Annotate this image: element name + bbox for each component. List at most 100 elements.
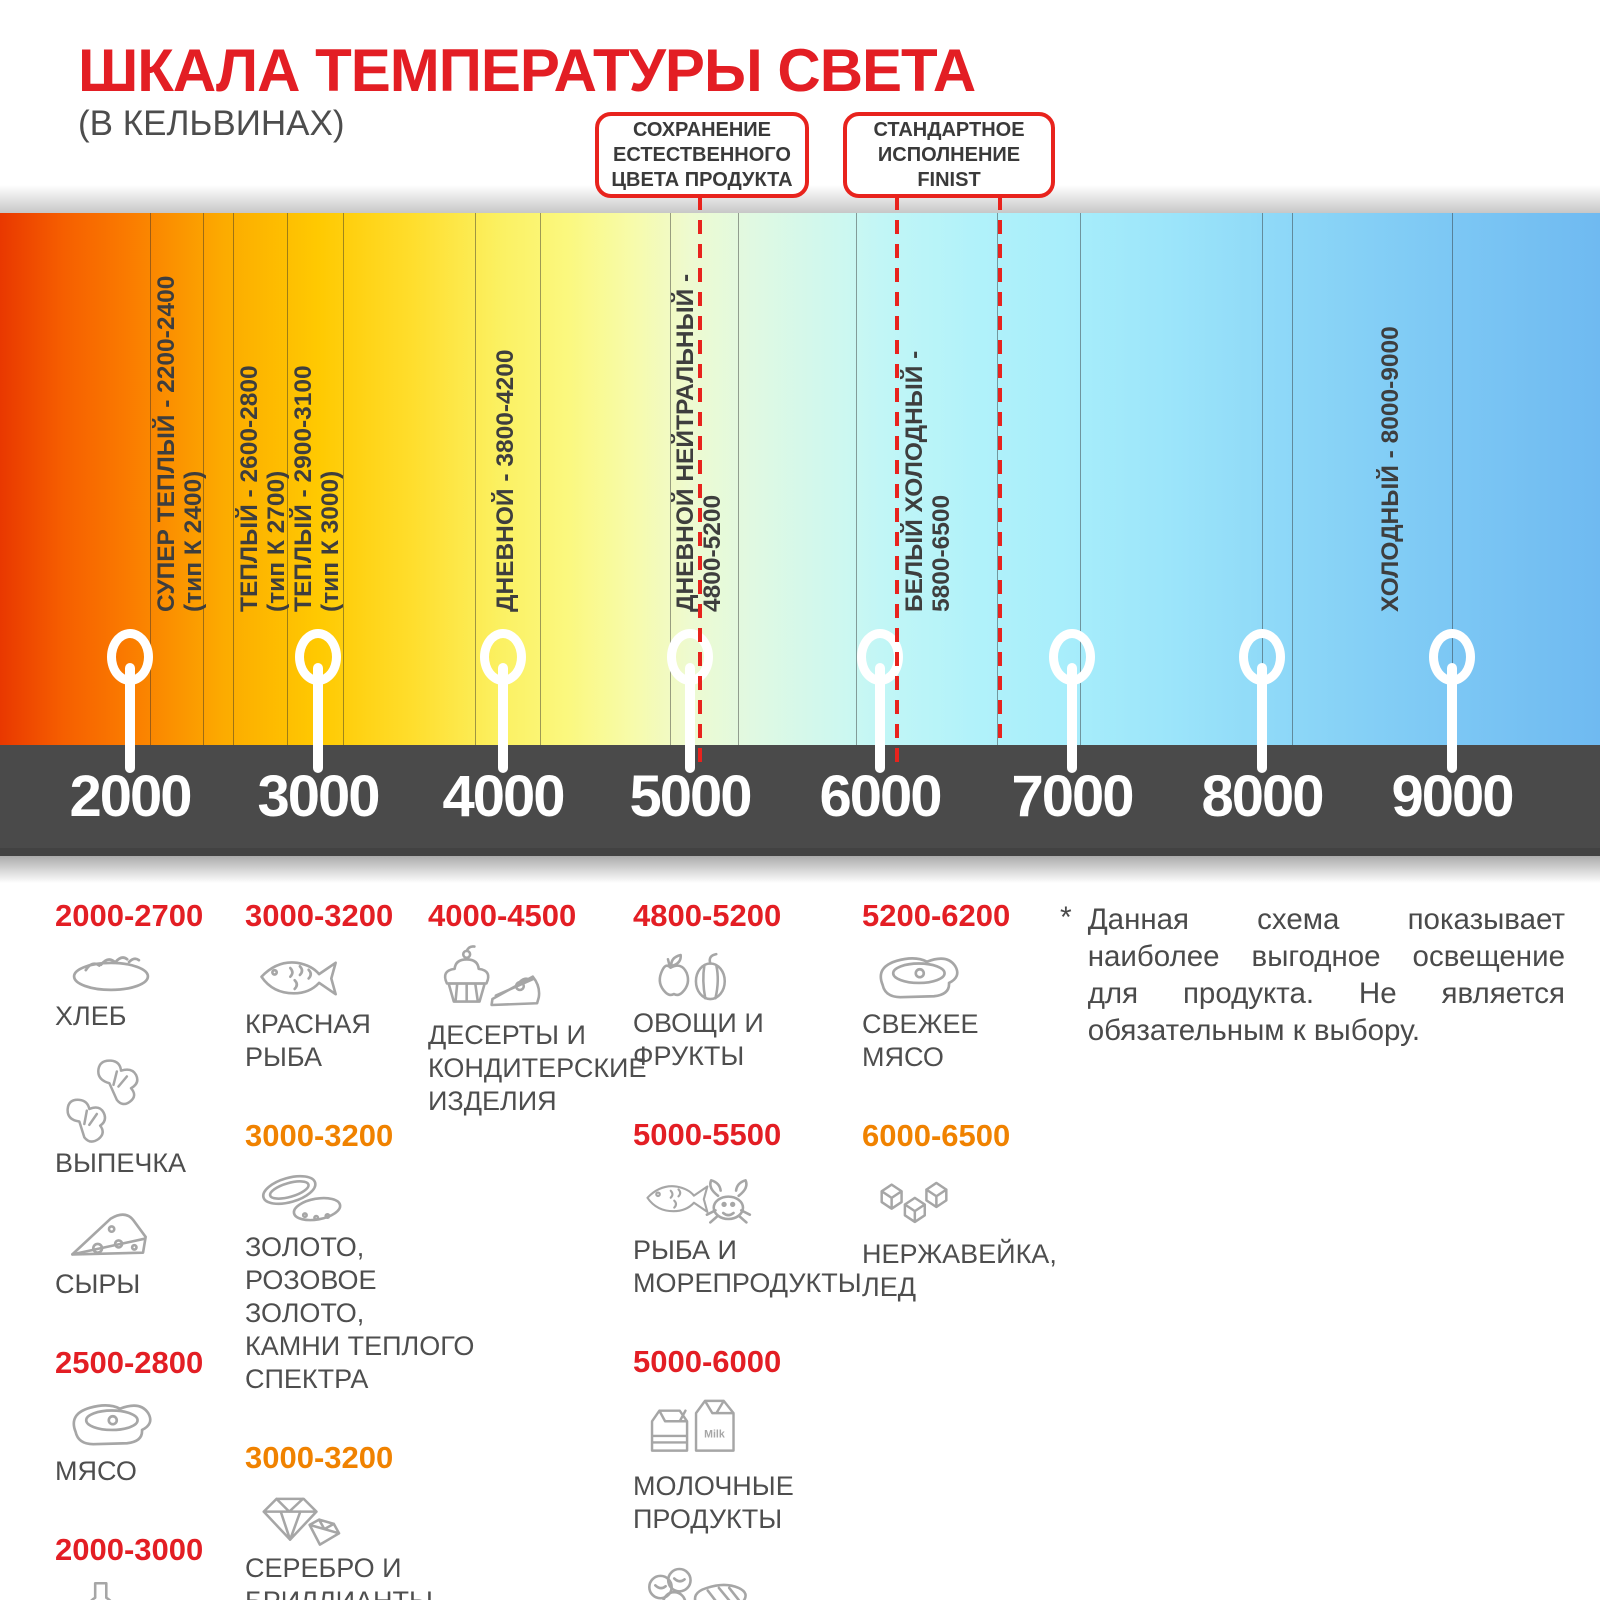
pin-stem-7000 — [1067, 663, 1077, 773]
zone-label-white-cold: БЕЛЫЙ ХОЛОДНЫЙ -5800-6500 — [901, 350, 955, 612]
vegetables-fruits-icon — [658, 952, 727, 1001]
alcohol-icon — [90, 1581, 112, 1600]
dairy-icon: Milk — [650, 1399, 735, 1452]
legend-item: 5000-6000 Milk МОЛОЧНЫЕ ПРОДУКТЫ — [633, 1344, 943, 1536]
desserts-icon — [443, 945, 541, 1007]
product-label: МОЛОЧНЫЕ ПРОДУКТЫ — [633, 1471, 794, 1534]
range-label: 3000-3200 — [245, 898, 394, 933]
legend-item: 5200-6200 СВЕЖЕЕ МЯСО — [862, 898, 1082, 1074]
product-label: ВЫПЕЧКА — [55, 1148, 187, 1178]
range-label: 3000-3200 — [245, 1440, 394, 1475]
tick-8000: 8000 — [1201, 764, 1324, 829]
range-label: 2500-2800 — [55, 1345, 204, 1380]
product-label: ОВОЩИ И ФРУКТЫ — [633, 1008, 764, 1071]
callout-finist-standard: СТАНДАРТНОЕ ИСПОЛНЕНИЕ FINIST — [843, 112, 1055, 198]
gridline — [997, 213, 998, 745]
pin-stem-8000 — [1257, 663, 1267, 773]
legend-item: 3000-3200 ЗОЛОТО, РОЗОВОЕ ЗОЛОТО, КАМНИ … — [245, 1118, 485, 1396]
zone-label-warm-3000: ТЕПЛЫЙ - 2900-3100 (тип К 3000) — [290, 365, 344, 612]
kelvin-axis-bar — [0, 745, 1600, 856]
product-label: КРАСНАЯ РЫБА — [245, 1009, 371, 1072]
pin-stem-6000 — [875, 663, 885, 773]
legend-column-1: 2000-2700 ХЛЕБ ВЫПЕЧКА СЫРЫ — [55, 898, 240, 1600]
range-label: 5200-6200 — [862, 898, 1011, 933]
asterisk-mark: * — [1060, 901, 1072, 934]
range-label: 6000-6500 — [862, 1118, 1011, 1153]
tick-2000: 2000 — [69, 764, 192, 829]
callout-natural-color: СОХРАНЕНИЕ ЕСТЕСТВЕННОГО ЦВЕТА ПРОДУКТА — [595, 112, 809, 198]
pin-stem-3000 — [313, 663, 323, 773]
gridline — [1292, 213, 1293, 745]
zone-label-daylight: ДНЕВНОЙ - 3800-4200 — [492, 349, 519, 612]
footnote: * Данная схема показывает наиболее выгод… — [1060, 901, 1565, 1049]
range-label: 3000-3200 — [245, 1118, 394, 1153]
gridline — [856, 213, 857, 745]
tick-9000: 9000 — [1391, 764, 1514, 829]
gridline — [233, 213, 234, 745]
product-label: ДЕСЕРТЫ И КОНДИТЕРСКИЕ ИЗДЕЛИЯ — [428, 1020, 647, 1116]
product-label: ЗОЛОТО, РОЗОВОЕ ЗОЛОТО, КАМНИ ТЕПЛОГО СП… — [245, 1232, 475, 1394]
ice-icon — [880, 1181, 948, 1224]
gridline — [343, 213, 344, 745]
pin-stem-2000 — [125, 663, 135, 773]
legend-column-5: 5200-6200 СВЕЖЕЕ МЯСО 6000-6500 НЕРЖАВЕЙ… — [862, 898, 1082, 1308]
product-label: СВЕЖЕЕ МЯСО — [862, 1009, 979, 1072]
pin-stem-9000 — [1447, 663, 1457, 773]
legend-column-2: 3000-3200 КРАСНАЯ РЫБА 3000-3200 ЗОЛОТО,… — [245, 898, 485, 1600]
tick-5000: 5000 — [629, 764, 752, 829]
dashed-connector-5000 — [698, 196, 702, 768]
pin-stem-4000 — [498, 663, 508, 773]
legend-item: 2000-2700 ХЛЕБ — [55, 898, 240, 1033]
dashed-connector-6000 — [895, 196, 899, 768]
legend-item: 6000-6500 НЕРЖАВЕЙКА, ЛЕД — [862, 1118, 1082, 1304]
legend-column-3: 4000-4500 ДЕСЕРТЫ И КОНДИТЕРСКИЕ ИЗДЕЛИЯ — [428, 898, 647, 1122]
range-label: 2000-2700 — [55, 898, 204, 933]
temperature-gradient-band — [0, 213, 1600, 745]
legend-column-4: 4800-5200 ОВОЩИ И ФРУКТЫ 5000-5500 — [633, 898, 943, 1600]
legend-item: 2000-3000 АКОГОЛЬ — [55, 1532, 240, 1600]
legend-item: 3000-3200 КРАСНАЯ РЫБА — [245, 898, 485, 1074]
page-subtitle: (В КЕЛЬВИНАХ) — [78, 104, 345, 143]
product-label: СЫРЫ — [55, 1269, 141, 1299]
legend-item: 5000-5500 РЫБА И МОРЕПРОДУКТЫ — [633, 1117, 943, 1300]
legend-item: ВЫПЕЧКА — [55, 1053, 240, 1180]
zone-label-super-warm: СУПЕР ТЕПЛЫЙ - 2200-2400 (тип К 2400) — [153, 275, 207, 612]
product-label: РЫБА И МОРЕПРОДУКТЫ — [633, 1235, 862, 1298]
red-fish-icon — [260, 961, 337, 996]
product-label: СЕРЕБРО И БРИЛЛИАНТЫ — [245, 1553, 433, 1600]
gridline — [540, 213, 541, 745]
tick-7000: 7000 — [1011, 764, 1134, 829]
product-label: МЯСО — [55, 1456, 137, 1486]
gridline — [287, 213, 288, 745]
cheese-icon — [71, 1213, 147, 1256]
tick-6000: 6000 — [819, 764, 942, 829]
legend-item: 4000-4500 ДЕСЕРТЫ И КОНДИТЕРСКИЕ ИЗДЕЛИЯ — [428, 898, 647, 1118]
meat-icon — [72, 1404, 152, 1446]
tick-4000: 4000 — [442, 764, 565, 829]
fresh-meat-icon — [879, 957, 959, 999]
rings-icon — [261, 1174, 342, 1222]
diamonds-icon — [262, 1497, 341, 1546]
range-label: 2000-3000 — [55, 1532, 204, 1567]
fish-seafood-icon — [646, 1179, 752, 1224]
bread-icon — [72, 956, 150, 992]
gridline — [1080, 213, 1081, 745]
footnote-text: Данная схема показывает наиболее выгодно… — [1087, 903, 1565, 1047]
pin-stem-5000 — [685, 663, 695, 773]
legend-item: 3000-3200 СЕРЕБРО И БРИЛЛИАНТЫ — [245, 1440, 485, 1600]
legend-item: ЗАМОРОЖЕННЫЕ ПОЛУФАБРИКАТЫ — [633, 1556, 943, 1600]
gridline — [670, 213, 671, 745]
range-label: 4800-5200 — [633, 898, 782, 933]
gridline — [475, 213, 476, 745]
legend-item: 2500-2800 МЯСО — [55, 1345, 240, 1488]
gridline — [203, 213, 204, 745]
legend-item: 4800-5200 ОВОЩИ И ФРУКТЫ — [633, 898, 943, 1073]
zone-label-warm-2700: ТЕПЛЫЙ - 2600-2800 (тип К 2700) — [236, 365, 290, 612]
milk-carton-text: Milk — [704, 1429, 725, 1441]
bottom-shadow-band — [0, 856, 1600, 888]
product-label: ХЛЕБ — [55, 1001, 127, 1031]
range-label: 4000-4500 — [428, 898, 577, 933]
dashed-connector-6500 — [998, 196, 1002, 742]
legend-item: СЫРЫ — [55, 1200, 240, 1301]
